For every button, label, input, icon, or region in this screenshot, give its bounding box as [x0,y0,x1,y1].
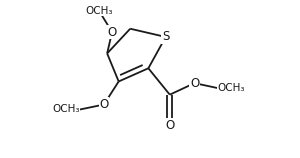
Text: S: S [162,30,169,43]
Text: O: O [190,77,199,90]
Text: O: O [165,119,174,132]
Text: OCH₃: OCH₃ [218,83,245,93]
Text: OCH₃: OCH₃ [85,6,112,16]
Text: OCH₃: OCH₃ [52,104,80,115]
Text: O: O [99,98,109,111]
Text: O: O [107,25,117,39]
